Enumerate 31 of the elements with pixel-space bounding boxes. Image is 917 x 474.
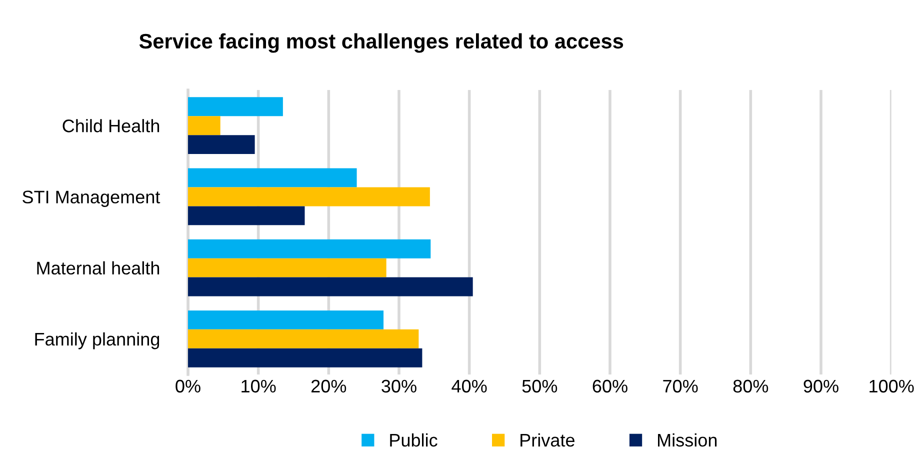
bar — [188, 239, 431, 258]
bar — [188, 187, 430, 206]
bar — [188, 258, 386, 278]
x-tick-label: 30% — [382, 380, 416, 393]
legend-label: Mission — [658, 433, 717, 447]
y-tick-label: STI Management — [22, 190, 160, 207]
bar — [188, 97, 283, 116]
x-tick-label: 80% — [733, 380, 768, 393]
bar — [188, 348, 422, 368]
y-tick-label: Family planning — [35, 332, 160, 350]
legend-label: Public — [390, 433, 438, 447]
bar — [188, 116, 220, 136]
x-tick-label: 40% — [452, 380, 487, 393]
x-tick-label: 60% — [592, 380, 628, 393]
bar — [188, 168, 357, 188]
x-tick-label: 100% — [870, 380, 914, 393]
bar — [188, 135, 255, 154]
x-tick-label: 70% — [663, 380, 698, 393]
bar — [188, 206, 305, 226]
y-tick-label: Child Health — [62, 119, 160, 132]
legend-label: Private — [520, 433, 574, 447]
x-tick-label: 10% — [242, 380, 276, 393]
x-tick-label: 90% — [804, 380, 838, 393]
x-tick-label: 0% — [176, 380, 200, 393]
bar — [188, 277, 473, 296]
x-tick-label: 20% — [311, 380, 346, 393]
chart-title: Service facing most challenges related to access — [139, 33, 624, 53]
y-tick-label: Maternal health — [37, 261, 160, 275]
bar — [188, 329, 419, 348]
bar — [188, 310, 384, 330]
x-tick-label: 50% — [522, 380, 558, 393]
